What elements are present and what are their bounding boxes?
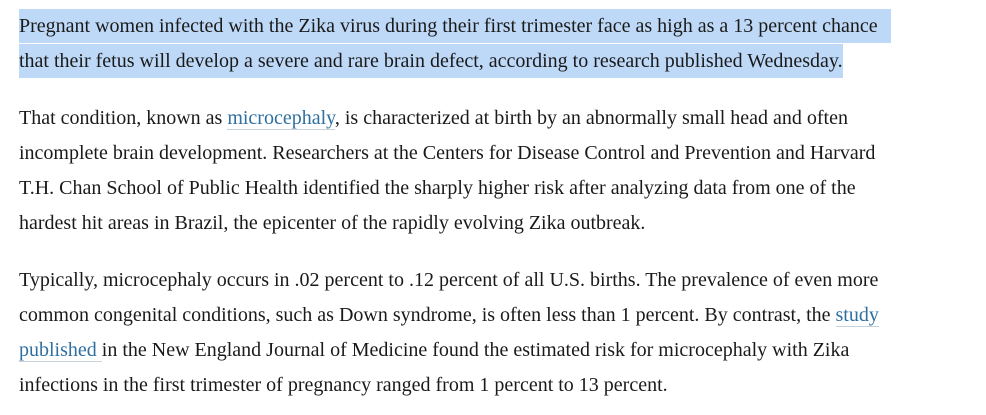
study-published-link[interactable]: published [19,339,102,362]
text-run: Pregnant women infected with the Zika vi… [19,15,878,37]
text-run: That condition, known as [19,107,228,129]
lede-paragraph: Pregnant women infected with the Zika vi… [19,9,968,79]
microcephaly-paragraph: That condition, known as microcephaly, i… [19,101,968,241]
text-run: Typically, microcephaly occurs in .02 pe… [19,269,879,291]
text-run: hardest hit areas in Brazil, the epicent… [19,212,646,234]
text-run: , is characterized at birth by an abnorm… [334,107,848,129]
study-published-link[interactable]: study [835,304,879,327]
article-text: Pregnant women infected with the Zika vi… [19,9,968,403]
text-run: incomplete brain development. Researcher… [19,142,876,164]
text-run: in the New England Journal of Medicine f… [101,339,850,361]
text-run: infections in the first trimester of pre… [19,374,668,396]
microcephaly-link[interactable]: microcephaly [227,107,335,130]
selected-text: Pregnant women infected with the Zika vi… [19,9,891,43]
article-body: Pregnant women infected with the Zika vi… [19,9,968,403]
selected-text: that their fetus will develop a severe a… [19,44,843,78]
text-run: T.H. Chan School of Public Health identi… [19,177,856,199]
text-run: common congenital conditions, such as Do… [19,304,836,326]
text-run: that their fetus will develop a severe a… [19,50,843,72]
prevalence-paragraph: Typically, microcephaly occurs in .02 pe… [19,263,968,403]
